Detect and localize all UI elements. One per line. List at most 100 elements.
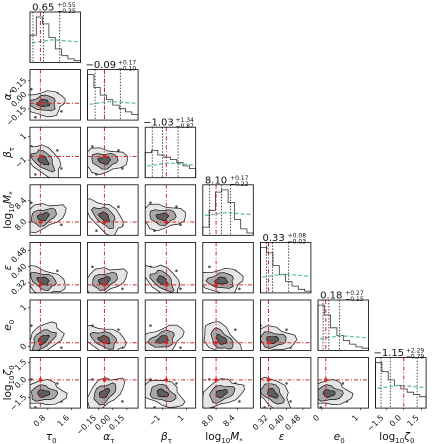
histogram-log10M: [202, 189, 254, 236]
panel-e0-vs-tau0: [29, 299, 81, 355]
y-tick-label-e0: 0: [18, 342, 28, 352]
sample-point: [34, 352, 37, 355]
y-axis-label-alpha_tau: ατ: [2, 89, 16, 100]
histogram-beta_tau: [144, 150, 197, 178]
sample-point: [153, 293, 156, 296]
contour-inner: [214, 276, 229, 285]
title-err-plus-tau0: +0.55: [57, 2, 76, 9]
panel-frame: [202, 241, 254, 294]
sample-point: [91, 145, 94, 148]
histogram-log10zeta0: [375, 362, 427, 409]
panel-beta_tau-vs-beta_tau: −1.03 +1.34−0.87: [143, 117, 197, 179]
sample-point: [34, 293, 37, 296]
truth-marker: [266, 340, 271, 345]
prior-curve-epsilon: [262, 273, 309, 278]
title-err-plus-beta_tau: +1.34: [175, 117, 194, 124]
truth-marker: [38, 340, 43, 345]
sample-point: [60, 167, 63, 170]
prior-curve-alpha_tau: [89, 100, 137, 106]
panel-alpha_tau-vs-alpha_tau: −0.09 +0.17−0.10: [86, 60, 139, 121]
sample-point: [30, 201, 33, 204]
truth-marker: [214, 283, 218, 287]
sample-point: [34, 406, 37, 409]
x-tick-label-epsilon: 0.32: [251, 413, 270, 432]
sample-point: [234, 328, 237, 331]
prior-curve-tau0: [31, 39, 79, 44]
contours-beta_tau-alpha_tau: [87, 145, 128, 176]
panel-frame: [259, 299, 312, 351]
sample-point: [95, 352, 98, 355]
contours-log10M-alpha_tau: [87, 198, 124, 236]
panel-frame: [87, 299, 139, 351]
panel-frame: [29, 11, 81, 63]
sample-point: [179, 287, 182, 291]
panel-e0-vs-e0: 0.18 +0.27−0.15: [317, 290, 369, 351]
panel-log10zeta0-vs-beta_tau: [144, 357, 197, 409]
x-tick-label-beta_tau: −1: [148, 413, 163, 428]
title-log10zeta0: −1.15: [374, 348, 405, 359]
sample-point: [175, 205, 178, 208]
x-tick-label-log10zeta0: 1.5: [405, 413, 420, 428]
histogram-tau0: [29, 16, 81, 63]
truth-marker: [164, 220, 169, 224]
x-tick-label-log10M: 8.4: [221, 413, 236, 428]
panel-e0-vs-log10M: [202, 299, 254, 355]
sample-point: [179, 223, 182, 226]
truth-marker: [102, 220, 107, 224]
truth-marker: [214, 378, 218, 382]
title-err-plus-alpha_tau: +0.17: [118, 60, 137, 67]
x-tick-label-beta_tau: 1: [176, 413, 186, 423]
contours-log10M-tau0: [30, 201, 67, 234]
x-tick-label-e0: 1: [350, 413, 360, 423]
panel-frame: [202, 299, 254, 351]
panel-frame: [202, 184, 254, 236]
contours-log10zeta0-epsilon: [260, 376, 292, 409]
truth-marker: [38, 101, 43, 106]
sample-point: [212, 352, 215, 355]
contours-log10M-beta_tau: [145, 201, 186, 232]
x-tick-label-alpha_tau: 0.15: [107, 413, 126, 432]
x-axis-label-log10M: log10M*: [205, 431, 243, 444]
title-beta_tau: −1.03: [143, 118, 174, 129]
sample-point: [263, 406, 266, 409]
x-axis-label-epsilon: ε: [279, 431, 285, 443]
sample-point: [289, 400, 292, 403]
panel-frame: [259, 241, 312, 294]
contours-e0-tau0: [30, 321, 65, 355]
contour-inner: [98, 388, 111, 399]
contours-log10zeta0-tau0: [30, 378, 68, 409]
x-tick-label-epsilon: 0.48: [283, 413, 302, 432]
y-axis-label-log10M: log10M*: [2, 191, 16, 229]
y-axis-label-e0: e0: [2, 320, 16, 331]
title-tau0: 0.65: [32, 3, 54, 14]
sample-point: [60, 109, 63, 113]
y-axis-label-log10zeta0: log10ζ0: [2, 365, 16, 400]
sample-point: [117, 205, 120, 208]
contour-inner: [216, 333, 228, 346]
prior-curve-log10M: [204, 211, 252, 217]
panel-epsilon-vs-epsilon: 0.33 +0.08−0.03: [259, 232, 312, 294]
sample-point: [91, 378, 94, 381]
y-axis-label-beta_tau: βτ: [2, 147, 16, 159]
y-tick-label-log10M: 8.0: [13, 217, 28, 232]
title-e0: 0.18: [320, 291, 342, 302]
panel-frame: [87, 126, 139, 179]
panel-frame: [29, 241, 81, 294]
panel-tau0-vs-tau0: 0.65 +0.55−0.35: [29, 2, 81, 63]
prior-curve-e0: [319, 335, 367, 340]
sample-point: [30, 324, 33, 327]
panel-frame: [144, 241, 197, 294]
sample-point: [34, 115, 37, 119]
y-tick-label-beta_tau: 1: [18, 132, 28, 142]
panel-log10zeta0-vs-log10zeta0: −1.15 +2.29−0.79: [374, 348, 427, 409]
panel-beta_tau-vs-alpha_tau: [87, 126, 139, 179]
sample-point: [121, 167, 124, 170]
sample-point: [121, 400, 124, 403]
truth-marker: [38, 378, 43, 382]
contours-epsilon-tau0: [30, 265, 66, 296]
panel-frame: [144, 299, 197, 351]
panel-epsilon-vs-beta_tau: [144, 241, 197, 296]
panel-e0-vs-alpha_tau: [87, 299, 139, 355]
x-tick-label-e0: 0: [311, 413, 321, 423]
sample-point: [153, 406, 156, 409]
